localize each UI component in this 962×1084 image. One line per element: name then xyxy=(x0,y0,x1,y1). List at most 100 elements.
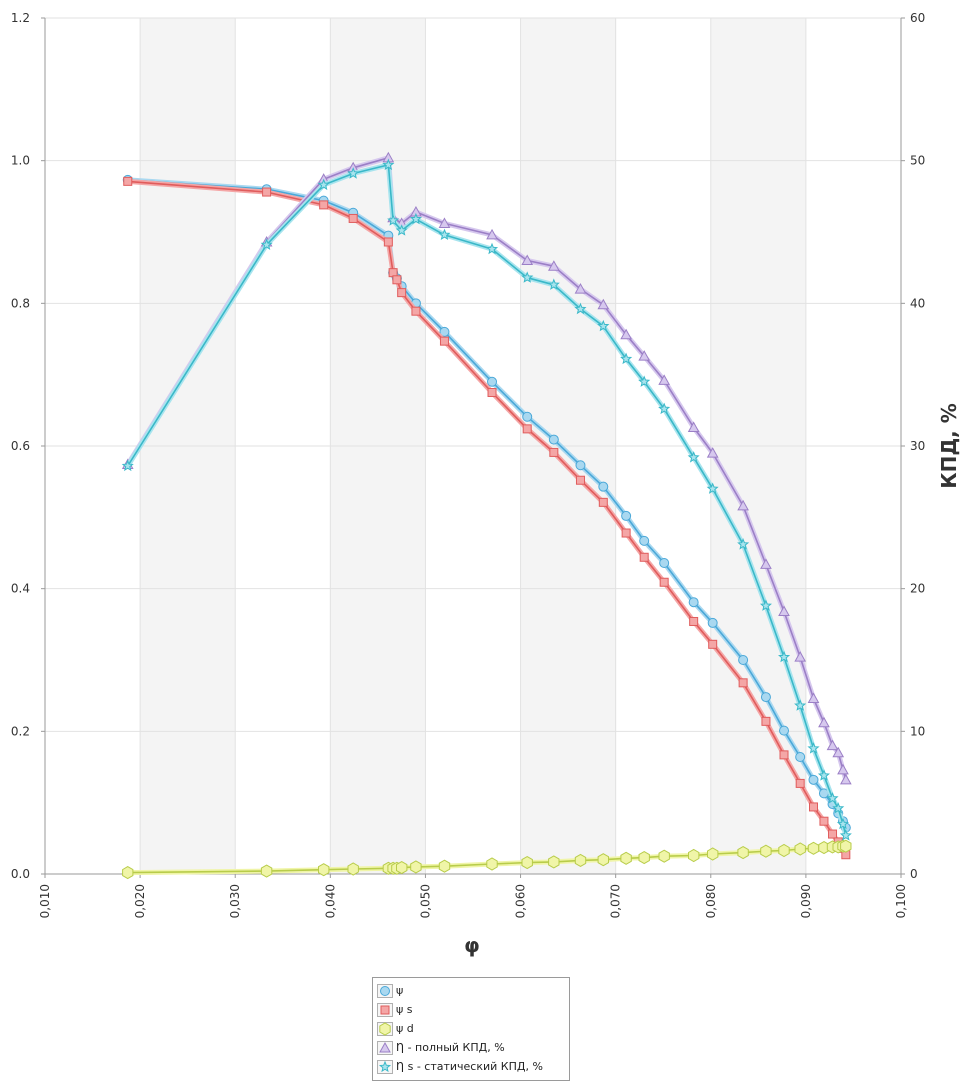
data-point xyxy=(382,158,395,171)
data-point xyxy=(383,237,393,247)
y2-axis-ticks: 0 10 20 30 40 50 60 xyxy=(901,11,925,881)
data-point xyxy=(395,224,408,236)
y-tick-label: 0.4 xyxy=(11,582,30,596)
legend-item: ψ s xyxy=(377,1000,565,1019)
data-point xyxy=(808,774,819,785)
legend-swatch xyxy=(377,1002,393,1017)
data-point xyxy=(379,1041,391,1052)
data-point xyxy=(575,475,585,485)
legend-label: ψ xyxy=(396,984,404,997)
data-point xyxy=(487,376,498,387)
data-point xyxy=(832,802,845,814)
x-tick-label: 0,100 xyxy=(894,884,908,918)
data-point xyxy=(262,187,272,197)
data-point xyxy=(687,451,700,463)
data-point xyxy=(826,792,839,804)
data-point xyxy=(818,716,830,728)
data-point xyxy=(397,288,407,298)
legend-swatch xyxy=(377,1040,393,1055)
data-point xyxy=(597,853,609,867)
data-point xyxy=(379,1021,391,1036)
y2-tick-label: 20 xyxy=(910,582,925,596)
data-point xyxy=(708,639,718,649)
data-point xyxy=(808,802,818,812)
data-point xyxy=(486,857,498,871)
data-point xyxy=(380,1005,390,1014)
y2-tick-label: 40 xyxy=(910,296,925,310)
data-point xyxy=(837,763,849,775)
data-point xyxy=(522,411,533,422)
legend-label: Ƞ s - статический КПД, % xyxy=(396,1060,543,1073)
data-point xyxy=(438,228,451,240)
y-tick-label: 1.0 xyxy=(11,154,30,168)
data-point xyxy=(620,352,633,365)
data-point xyxy=(574,853,587,867)
data-point xyxy=(761,716,771,726)
x-tick-label: 0,060 xyxy=(514,884,528,918)
data-point xyxy=(486,242,499,255)
y2-tick-label: 10 xyxy=(910,724,925,738)
chart-legend: ψ ψ s ψ d Ƞ - полный КПД, % Ƞ s - статически… xyxy=(372,977,570,1081)
data-point xyxy=(658,402,671,415)
data-point xyxy=(598,497,608,507)
data-point xyxy=(638,851,650,865)
x-tick-label: 0,070 xyxy=(609,884,623,918)
data-point xyxy=(658,374,671,385)
chart-series xyxy=(121,151,852,880)
data-point xyxy=(737,846,749,860)
data-point xyxy=(410,860,422,874)
data-point xyxy=(574,302,587,315)
y2-tick-label: 50 xyxy=(910,154,925,168)
data-point xyxy=(836,817,849,830)
data-point xyxy=(439,326,450,337)
x-tick-label: 0,080 xyxy=(704,884,718,918)
data-point xyxy=(778,605,790,616)
series-3 xyxy=(122,839,852,880)
chart: 0.0 0.2 0.4 0.6 0.8 1.0 1.2 0 10 20 30 40 50 60 0,01… xyxy=(11,11,961,957)
data-point xyxy=(688,848,700,863)
data-point xyxy=(778,650,791,663)
x-axis-title: φ xyxy=(464,933,480,957)
data-point xyxy=(638,375,651,387)
data-point xyxy=(707,617,718,628)
data-point xyxy=(548,855,560,869)
data-point xyxy=(738,678,748,688)
x-tick-label: 0,030 xyxy=(228,884,242,918)
legend-swatch xyxy=(377,983,393,998)
data-point xyxy=(807,742,820,754)
data-point xyxy=(347,167,360,179)
data-point xyxy=(639,552,649,562)
data-point xyxy=(828,829,838,839)
data-point xyxy=(409,212,423,225)
data-point xyxy=(348,213,358,223)
data-point xyxy=(396,861,408,875)
data-point xyxy=(795,778,805,788)
x-axis-ticks: 0,010 0,020 0,030 0,040 0,050 0,060 0,070 0,080… xyxy=(38,874,908,918)
data-point xyxy=(260,864,273,878)
legend-label: Ƞ - полный КПД, % xyxy=(396,1041,505,1054)
data-point xyxy=(707,847,719,861)
y2-tick-label: 0 xyxy=(910,867,918,881)
data-point xyxy=(522,424,532,434)
data-point xyxy=(759,599,772,611)
legend-item: ψ xyxy=(377,981,565,1000)
data-point xyxy=(439,336,449,346)
data-point xyxy=(760,692,771,703)
data-point xyxy=(319,200,329,210)
x-tick-label: 0,020 xyxy=(133,884,147,918)
series-5 xyxy=(121,158,852,841)
data-point xyxy=(121,459,134,472)
legend-item: ψ d xyxy=(377,1019,565,1038)
data-point xyxy=(547,278,560,290)
data-point xyxy=(738,655,749,665)
data-point xyxy=(487,388,497,397)
data-point xyxy=(687,421,700,432)
data-point xyxy=(795,752,806,763)
x-tick-label: 0,040 xyxy=(323,884,337,918)
data-point xyxy=(840,839,852,853)
data-point xyxy=(760,844,772,858)
data-point xyxy=(347,862,359,876)
data-point xyxy=(706,482,719,494)
data-point xyxy=(521,254,534,266)
data-point xyxy=(620,328,632,340)
